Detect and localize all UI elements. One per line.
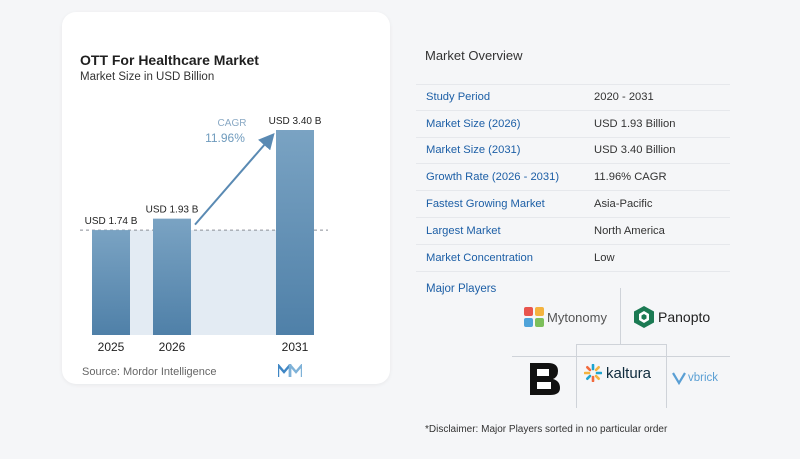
x-tick-label: 2026 (159, 340, 186, 354)
overview-key: Market Size (2031) (426, 144, 521, 157)
player-name: kaltura (606, 364, 652, 382)
chart-subtitle: Market Size in USD Billion (80, 71, 215, 83)
overview-value: USD 1.93 Billion (594, 117, 676, 130)
players-title: Major Players (426, 283, 497, 295)
bar-2026 (153, 218, 191, 335)
player-mytonomy: Mytonomy (524, 307, 607, 327)
bar-2031 (276, 130, 314, 335)
source-note: Source: Mordor Intelligence (82, 366, 217, 378)
overview-row: Market Size (2031) USD 3.40 Billion (416, 138, 730, 165)
overview-row: Fastest Growing Market Asia-Pacific (416, 191, 730, 218)
overview-key: Fastest Growing Market (426, 198, 545, 211)
overview-key: Market Concentration (426, 251, 533, 264)
player-name: Panopto (658, 309, 711, 325)
overview-key: Growth Rate (2026 - 2031) (426, 171, 560, 184)
player-vbrick: vbrick (672, 371, 718, 385)
player-name: vbrick (688, 372, 719, 384)
overview-value: North America (594, 224, 665, 237)
x-tick-label: 2031 (282, 340, 309, 354)
cagr-label: CAGR (218, 118, 247, 129)
overview-value: 11.96% CAGR (594, 171, 667, 184)
player-blackboard (528, 361, 562, 397)
blackboard-logo-icon (530, 363, 560, 395)
bar-value-label: USD 3.40 B (269, 116, 322, 127)
overview-title: Market Overview (425, 48, 523, 63)
cagr-arrow (194, 132, 275, 226)
overview-row: Market Size (2026) USD 1.93 Billion (416, 111, 730, 138)
bar-value-label: USD 1.74 B (85, 216, 138, 227)
bar-value-label: USD 1.93 B (146, 205, 199, 216)
overview-row: Largest Market North America (416, 218, 730, 245)
overview-row: Study Period 2020 - 2031 (416, 84, 730, 111)
vbrick-logo-icon (672, 372, 686, 385)
x-tick-label: 2025 (98, 340, 125, 354)
divider (620, 288, 621, 344)
disclaimer: *Disclaimer: Major Players sorted in no … (425, 424, 668, 435)
divider (576, 344, 666, 345)
bar-2025 (92, 230, 130, 335)
divider (512, 356, 730, 357)
mytonomy-logo-icon (524, 307, 544, 327)
overview-row: Growth Rate (2026 - 2031) 11.96% CAGR (416, 164, 730, 192)
overview-value: Asia-Pacific (594, 198, 653, 211)
player-panopto: Panopto (634, 306, 710, 328)
cagr-value: 11.96% (205, 131, 245, 145)
panopto-logo-icon (634, 306, 654, 328)
overview-value: Low (594, 251, 615, 264)
overview-key: Market Size (2026) (426, 117, 521, 130)
divider (666, 344, 667, 408)
overview-row: Market Concentration Low (416, 245, 730, 272)
bar-chart: USD 1.74 B 2025 USD 1.93 B 2026 USD 3.40 B 20… (80, 116, 328, 354)
overview-key: Study Period (426, 91, 491, 104)
player-name: Mytonomy (547, 309, 607, 325)
overview-table: Study Period 2020 - 2031 Market Size (202… (416, 84, 730, 272)
overview-key: Largest Market (426, 224, 501, 237)
mordor-logo-icon (278, 364, 302, 377)
overview-value: 2020 - 2031 (594, 91, 654, 104)
overview-value: USD 3.40 Billion (594, 144, 676, 157)
chart-title: OTT For Healthcare Market (80, 52, 259, 68)
kaltura-logo-icon (584, 364, 602, 382)
divider (576, 344, 577, 408)
player-kaltura: kaltura (584, 364, 651, 382)
